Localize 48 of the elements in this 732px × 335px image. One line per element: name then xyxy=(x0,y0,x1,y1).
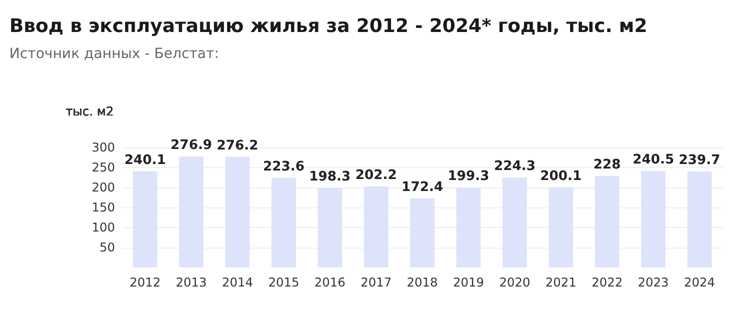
bar xyxy=(594,176,620,268)
x-tick-label: 2013 xyxy=(176,276,207,290)
bar xyxy=(364,186,388,268)
data-label: 240.5 xyxy=(632,152,674,168)
y-tick-label: 300 xyxy=(92,140,115,154)
x-tick-label: 2016 xyxy=(314,276,346,290)
data-label: 276.9 xyxy=(170,138,212,154)
chart-subtitle: Источник данных - Белстат: xyxy=(9,46,219,62)
x-tick-label: 2021 xyxy=(545,276,576,290)
data-label: 228 xyxy=(593,158,621,173)
data-label: 276.2 xyxy=(216,138,258,154)
data-label: 202.2 xyxy=(355,168,397,183)
data-label: 239.7 xyxy=(678,152,720,168)
y-tick-label: 50 xyxy=(99,240,115,255)
bar xyxy=(179,156,204,268)
bar xyxy=(410,198,435,268)
y-axis-title: тыс. м2 xyxy=(66,104,114,118)
data-label: 172.4 xyxy=(402,180,444,195)
bar xyxy=(687,171,712,268)
bar xyxy=(272,178,296,268)
data-label: 199.3 xyxy=(448,169,490,184)
x-tick-label: 2019 xyxy=(452,276,484,290)
x-tick-label: 2024 xyxy=(684,276,716,290)
x-tick-label: 2014 xyxy=(222,276,254,290)
y-tick-label: 200 xyxy=(92,180,115,195)
data-label: 224.3 xyxy=(494,159,536,174)
data-label: 198.3 xyxy=(309,169,351,184)
bar xyxy=(641,171,666,268)
bar xyxy=(318,188,342,268)
y-tick-label: 150 xyxy=(92,200,115,215)
bar xyxy=(225,156,250,268)
x-tick-label: 2022 xyxy=(592,276,623,290)
bar xyxy=(456,188,481,268)
data-label: 240.1 xyxy=(124,152,166,168)
x-tick-label: 2023 xyxy=(638,276,669,290)
x-tick-label: 2018 xyxy=(406,276,438,290)
bar xyxy=(132,171,158,268)
bar xyxy=(548,187,574,268)
bar xyxy=(502,178,527,268)
x-tick-label: 2015 xyxy=(268,276,300,290)
x-tick-label: 2017 xyxy=(360,276,392,290)
y-tick-label: 100 xyxy=(92,220,115,235)
x-tick-label: 2020 xyxy=(499,276,530,290)
chart-title: Ввод в эксплуатацию жилья за 2012 - 2024* годы, тыс. м2 xyxy=(9,16,648,37)
data-label: 223.6 xyxy=(262,159,304,174)
data-label: 200.1 xyxy=(540,168,582,184)
x-tick-label: 2012 xyxy=(130,276,161,290)
y-tick-label: 250 xyxy=(92,160,115,175)
